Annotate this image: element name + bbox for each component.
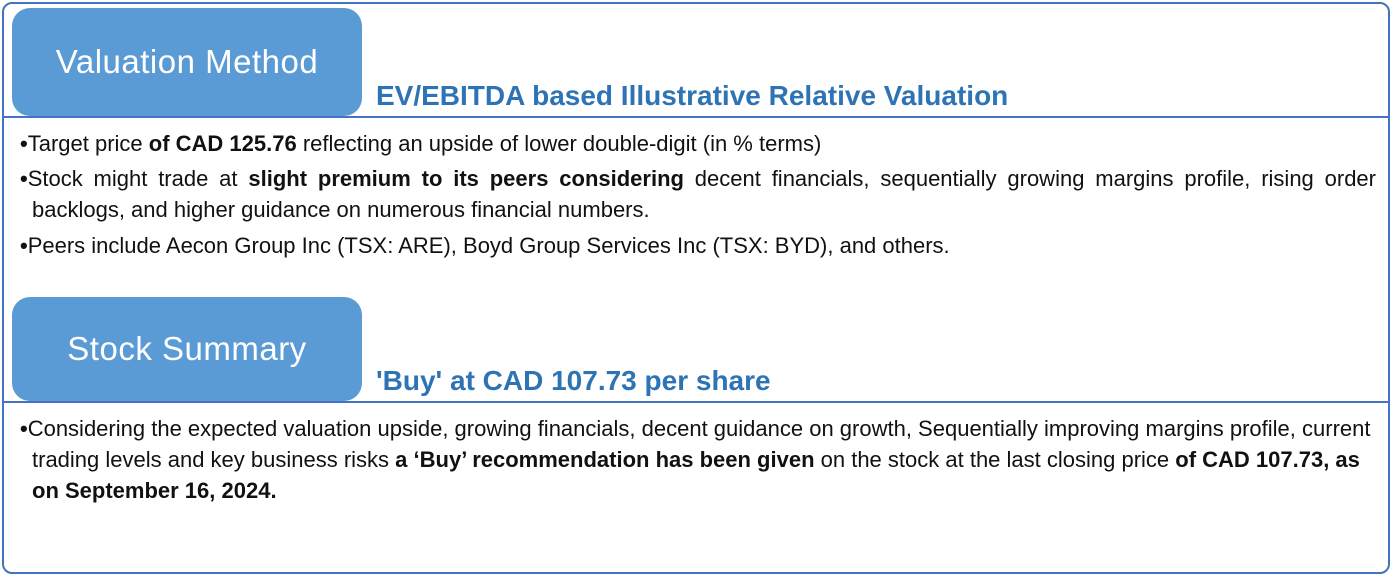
- bullet-text: reflecting an upside of lower double-dig…: [296, 131, 822, 156]
- bullet-item: •Considering the expected valuation upsi…: [20, 413, 1376, 507]
- stock-summary-header: Stock Summary 'Buy' at CAD 107.73 per sh…: [4, 296, 1388, 403]
- bullet-text: decent financials, sequentially growing …: [32, 166, 1376, 223]
- bullet-text-bold: a ‘Buy’ recommendation has been given: [395, 447, 815, 473]
- bullet-text-bold: slight premium to its peers considering: [248, 166, 684, 192]
- bullet-item: •Peers include Aecon Group Inc (TSX: ARE…: [20, 230, 1376, 261]
- valuation-method-tab-label: Valuation Method: [55, 43, 319, 80]
- bullet-item: •Stock might trade at slight premium to …: [20, 163, 1376, 225]
- bullet-text: Target price: [27, 131, 149, 156]
- section-stock-summary: Stock Summary 'Buy' at CAD 107.73 per sh…: [4, 296, 1388, 517]
- stock-summary-tab: Stock Summary: [12, 296, 362, 401]
- bullet-item: •Target price of CAD 125.76 reflecting a…: [20, 128, 1376, 159]
- bullet-marker: •: [20, 232, 28, 258]
- bullet-text: on the stock at the last closing price: [814, 447, 1176, 473]
- valuation-method-subtitle: EV/EBITDA based Illustrative Relative Va…: [376, 80, 1009, 111]
- stock-summary-tab-label: Stock Summary: [67, 329, 307, 367]
- bullet-text: Peers include Aecon Group Inc (TSX: ARE)…: [27, 232, 950, 258]
- valuation-method-bullets: •Target price of CAD 125.76 reflecting a…: [4, 118, 1388, 271]
- section-valuation-method: Valuation Method EV/EBITDA based Illustr…: [4, 4, 1388, 271]
- valuation-method-header: Valuation Method EV/EBITDA based Illustr…: [4, 4, 1388, 118]
- bullet-marker: •: [20, 415, 28, 441]
- bullet-marker: •: [20, 131, 28, 156]
- bullet-text-bold: of CAD 107.73, as on September 16, 2024.: [32, 447, 1360, 504]
- bullet-marker: •: [20, 166, 28, 192]
- stock-summary-bullets: •Considering the expected valuation upsi…: [4, 403, 1388, 517]
- valuation-method-tab: Valuation Method: [12, 8, 362, 116]
- bullet-text: Stock might trade at: [27, 166, 249, 192]
- stock-summary-subtitle: 'Buy' at CAD 107.73 per share: [376, 364, 771, 396]
- bullet-text-bold: of CAD 125.76: [148, 131, 297, 156]
- bullet-text: Considering the expected valuation upsid…: [27, 415, 1371, 473]
